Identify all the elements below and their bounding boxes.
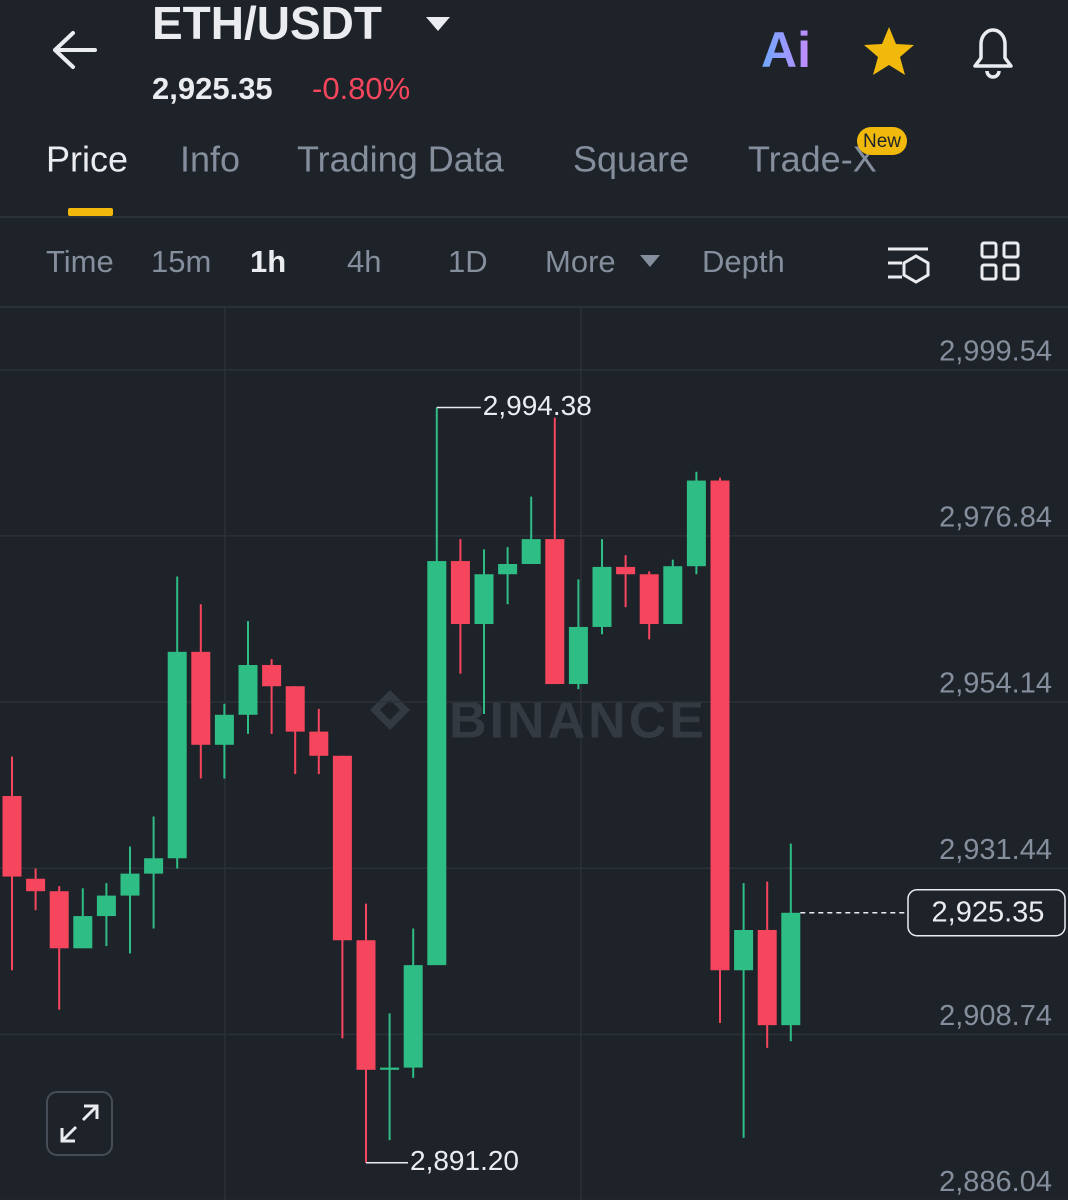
candle-body (262, 665, 282, 687)
candlestick-chart: 2,999.54 2,976.84 2,954.14 2,931.44 2,908.74… (0, 335, 1068, 1200)
y-tick-label: 2,976.84 (939, 502, 1052, 534)
candle-body (686, 480, 706, 567)
interval-option[interactable]: 15m (151, 244, 211, 279)
more-dropdown[interactable] (640, 255, 660, 267)
candle-body (663, 566, 683, 625)
candle-body (285, 686, 305, 732)
candle-body (474, 574, 494, 625)
candle-body (167, 651, 187, 859)
back-button[interactable] (53, 31, 97, 69)
candle-body (427, 561, 447, 966)
candle-body (710, 480, 730, 971)
candle-body (120, 873, 140, 896)
layout-icon[interactable] (980, 241, 1020, 281)
new-badge (857, 127, 907, 155)
pair-dropdown[interactable] (426, 17, 450, 31)
tab[interactable]: Trading Data (297, 139, 505, 180)
candle-body (144, 858, 164, 874)
last-price-tag (907, 889, 1066, 937)
price-change: -0.80% (312, 71, 410, 106)
y-tick-label: 2,908.74 (939, 1000, 1052, 1032)
active-tab-indicator (68, 208, 113, 216)
new-badge-text: New (863, 131, 901, 152)
tab[interactable]: Trade-X (748, 139, 877, 180)
y-tick-label: 2,954.14 (939, 668, 1052, 700)
interval-option[interactable]: Depth (702, 244, 785, 279)
candle-body (238, 665, 258, 715)
favorite-star[interactable] (864, 27, 914, 75)
last-price: 2,925.35 (152, 71, 273, 106)
candle-body (214, 714, 234, 745)
candle-body (96, 895, 116, 917)
tab-bar: Price Info Trading Data Square Trade-X (46, 139, 877, 180)
interval-option[interactable]: More (545, 244, 616, 279)
candle-body (191, 651, 211, 745)
interval-option[interactable]: 1D (448, 244, 488, 279)
candle-body (26, 878, 46, 892)
tab[interactable]: Info (180, 139, 240, 180)
watermark: BINANCE (449, 692, 707, 750)
ai-button[interactable]: Ai (761, 22, 811, 78)
tab[interactable]: Price (46, 139, 128, 180)
candle-body (734, 929, 754, 971)
candle-body (450, 561, 470, 625)
interval-option[interactable]: Time (46, 244, 114, 279)
candle-body (2, 796, 22, 877)
fullscreen-icon (60, 1104, 99, 1143)
y-tick-label: 2,886.04 (939, 1166, 1052, 1198)
candle-body (568, 626, 588, 685)
y-tick-label: 2,931.44 (939, 834, 1052, 866)
candle-body (498, 563, 518, 575)
candle-body (521, 539, 541, 564)
candle-body (380, 1067, 400, 1070)
min-label: 2,891.20 (410, 1145, 519, 1176)
fullscreen-button[interactable] (46, 1091, 113, 1156)
candle-body (309, 731, 329, 756)
last-price-label: 2,925.35 (932, 896, 1045, 928)
chart-settings-icon[interactable] (888, 247, 930, 284)
candle-body (49, 891, 69, 949)
interval-option[interactable]: 1h (250, 244, 286, 279)
candle-body (403, 965, 423, 1068)
candle-body (757, 929, 777, 1026)
candle-body (545, 539, 565, 685)
tab[interactable]: Square (573, 139, 689, 180)
interval-bar: Time 15m 1h 4h 1D More Depth (46, 244, 785, 279)
alert-bell[interactable] (973, 28, 1013, 79)
watermark-logo (370, 690, 410, 730)
candle-body (639, 574, 659, 625)
interval-option[interactable]: 4h (347, 244, 381, 279)
candle-body (592, 566, 612, 627)
candle-body (73, 916, 93, 949)
candle-body (616, 566, 636, 575)
max-label: 2,994.38 (483, 390, 592, 421)
pair-title[interactable]: ETH/USDT (152, 0, 382, 49)
candle-body (781, 912, 801, 1026)
y-tick-label: 2,999.54 (939, 335, 1052, 367)
candle-body (356, 940, 376, 1070)
candle-body (332, 755, 352, 941)
